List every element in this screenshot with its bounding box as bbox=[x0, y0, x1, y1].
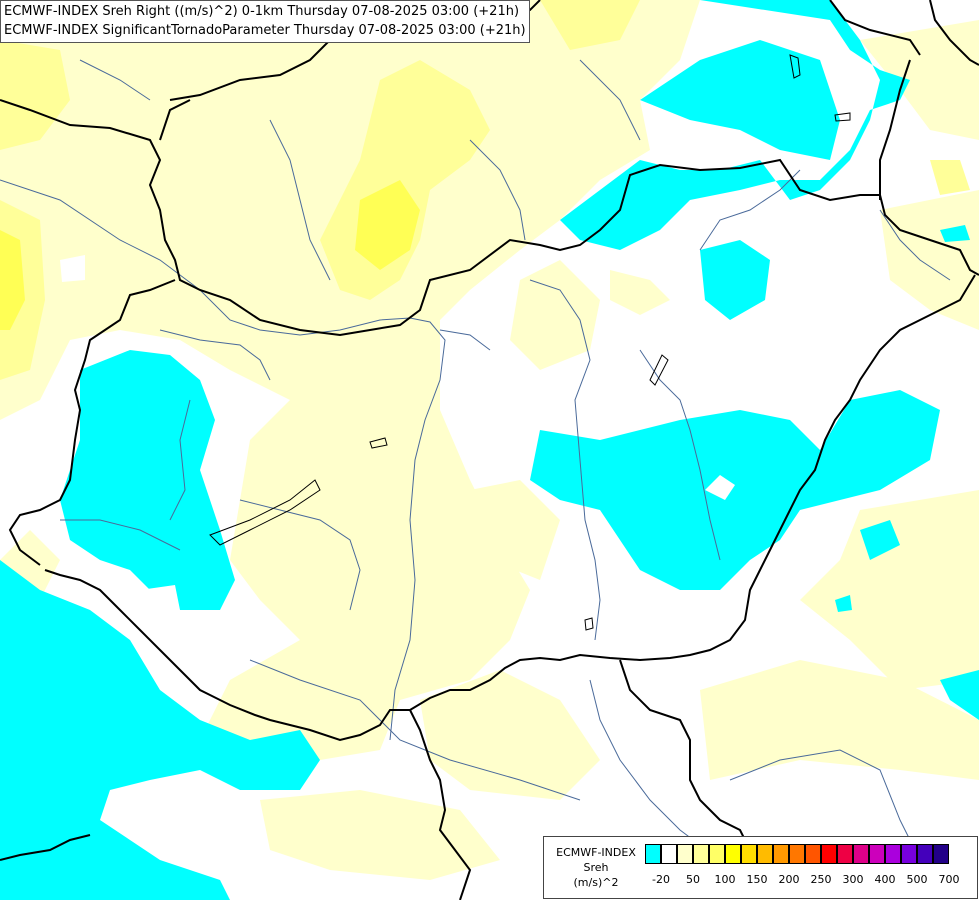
legend-swatch bbox=[885, 844, 901, 864]
legend-tick-label: 200 bbox=[778, 873, 800, 886]
legend-tick-label: -20 bbox=[652, 873, 670, 886]
legend-swatch bbox=[821, 844, 837, 864]
legend-label: ECMWF-INDEX Sreh (m/s)^2 bbox=[550, 845, 642, 890]
legend-tick-label: 700 bbox=[938, 873, 960, 886]
map-title-line-1: ECMWF-INDEX Sreh Right ((m/s)^2) 0-1km T… bbox=[4, 4, 520, 19]
legend-tick-label: 300 bbox=[842, 873, 864, 886]
legend-tick-label: 400 bbox=[874, 873, 896, 886]
legend-swatch bbox=[709, 844, 725, 864]
legend-swatch bbox=[661, 844, 677, 864]
legend-swatch bbox=[693, 844, 709, 864]
legend-swatch bbox=[901, 844, 917, 864]
legend-tick-label: 50 bbox=[686, 873, 700, 886]
legend-swatch bbox=[773, 844, 789, 864]
legend-swatch bbox=[853, 844, 869, 864]
lakes bbox=[209, 54, 851, 631]
legend-swatch bbox=[741, 844, 757, 864]
legend-tick-label: 100 bbox=[714, 873, 736, 886]
legend-tick-label: 500 bbox=[906, 873, 928, 886]
legend-swatch bbox=[725, 844, 741, 864]
legend-tick-label: 150 bbox=[746, 873, 768, 886]
legend-swatch bbox=[677, 844, 693, 864]
legend-tick-label: 250 bbox=[810, 873, 832, 886]
legend-swatch bbox=[757, 844, 773, 864]
legend-swatch bbox=[917, 844, 933, 864]
white-islands bbox=[60, 255, 735, 615]
legend-swatches bbox=[645, 844, 949, 864]
legend-swatch bbox=[805, 844, 821, 864]
color-legend: ECMWF-INDEX Sreh (m/s)^2 -20 50 100 150 200 2… bbox=[543, 836, 978, 899]
legend-swatch bbox=[789, 844, 805, 864]
legend-unit: (m/s)^2 bbox=[573, 876, 619, 889]
legend-model: ECMWF-INDEX bbox=[556, 846, 636, 859]
legend-swatch bbox=[869, 844, 885, 864]
legend-variable: Sreh bbox=[583, 861, 609, 874]
legend-swatch bbox=[933, 844, 949, 864]
legend-swatch bbox=[837, 844, 853, 864]
map-title-box: ECMWF-INDEX Sreh Right ((m/s)^2) 0-1km T… bbox=[0, 0, 530, 43]
map-title-line-2: ECMWF-INDEX SignificantTornadoParameter … bbox=[4, 23, 526, 38]
yellow-regions bbox=[0, 180, 420, 330]
legend-ticks: -20 50 100 150 200 250 300 400 500 700 bbox=[645, 873, 975, 889]
legend-swatch bbox=[645, 844, 661, 864]
pale-yellow-regions bbox=[0, 0, 979, 880]
